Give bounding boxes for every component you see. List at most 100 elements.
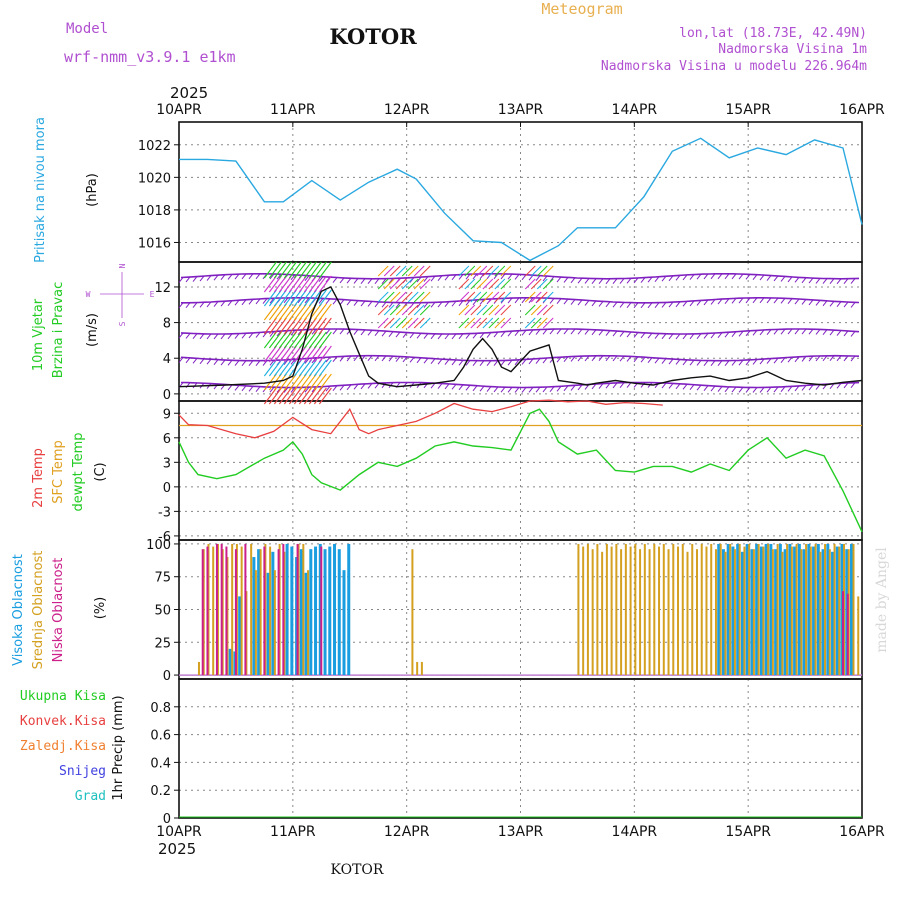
wind-barb xyxy=(563,298,569,305)
wind-barb xyxy=(773,275,779,282)
wind-barb xyxy=(255,332,261,338)
wind-barb xyxy=(528,274,534,281)
wind-barb xyxy=(213,333,219,340)
wind-barb xyxy=(227,300,233,307)
wind-gust-barb xyxy=(494,317,506,329)
wind-barb xyxy=(451,274,457,281)
credit-text: made by Angel xyxy=(874,547,890,653)
wind-barb xyxy=(388,302,394,308)
cloud-bar xyxy=(629,546,632,676)
wind-barb xyxy=(766,297,772,304)
compass-s: S xyxy=(118,321,127,326)
wind-barb xyxy=(451,384,457,390)
wind-gust-barb xyxy=(470,265,482,277)
cloud-bar xyxy=(838,546,841,676)
cloud-bar xyxy=(809,546,812,676)
wind-gust-barb xyxy=(308,275,322,293)
wind-barb xyxy=(696,360,702,366)
wind-gust-barb xyxy=(318,275,332,293)
wind-gust-barb xyxy=(268,275,282,293)
wind-barb xyxy=(563,385,569,392)
wind-barb xyxy=(465,333,471,339)
wind-barb xyxy=(528,297,534,304)
wind-compass: N W E S xyxy=(86,263,155,326)
wind-barb xyxy=(178,277,184,283)
wind-barb xyxy=(290,359,296,365)
wind-gust-barb xyxy=(488,278,500,290)
wind-barb xyxy=(521,359,527,365)
cloud-bar xyxy=(342,570,346,676)
x-tick-label-top: 12APR xyxy=(384,102,430,118)
cloud-bar xyxy=(667,549,670,676)
wind-barb xyxy=(829,329,835,336)
cloud-bar xyxy=(304,572,308,676)
wind-barb xyxy=(360,300,366,307)
wind-barb xyxy=(325,385,331,392)
wind-barb xyxy=(752,330,758,336)
wind-barb xyxy=(479,273,485,280)
wind-gust-barb xyxy=(293,303,307,321)
wind-barb xyxy=(626,356,632,362)
wind-barb xyxy=(290,274,296,281)
wind-barb xyxy=(423,276,429,282)
wind-gust-barb xyxy=(389,291,401,303)
wind-barb xyxy=(843,301,849,308)
wind-barb xyxy=(353,329,359,335)
wind-gust-barb xyxy=(308,317,322,335)
wind-barb xyxy=(850,382,856,389)
wind-barb xyxy=(500,360,506,366)
wind-gust-barb xyxy=(288,373,302,391)
wind-barb xyxy=(241,360,247,366)
wind-gust-barb xyxy=(419,265,431,277)
y-tick-label: 0.2 xyxy=(150,784,171,799)
wind-gust-barb xyxy=(298,303,312,321)
wind-gust-barb xyxy=(494,265,506,277)
wind-barb xyxy=(206,301,212,308)
pressure-line xyxy=(179,137,863,262)
wind-barb xyxy=(710,385,716,392)
wind-barb xyxy=(815,278,821,284)
wind-gust-barb xyxy=(389,278,401,290)
wind-barb xyxy=(241,299,247,306)
cloud-bar xyxy=(215,543,218,676)
cloud-bar xyxy=(812,546,816,676)
lonlat-label: lon,lat (18.73E, 42.49N) xyxy=(679,26,867,41)
wind-barb xyxy=(381,355,387,362)
elevation-label: Nadmorska Visina 1m xyxy=(718,42,867,57)
wind-barb xyxy=(598,329,604,336)
wind-barb xyxy=(514,387,520,393)
cloud-bar xyxy=(220,543,223,676)
cloud-bar xyxy=(738,543,741,676)
wind-barb xyxy=(794,328,800,335)
wind-gust-barb xyxy=(318,345,332,363)
wind-barb xyxy=(675,274,681,281)
wind-barb xyxy=(507,330,513,337)
wind-barb xyxy=(528,387,534,393)
wind-barb xyxy=(738,273,744,280)
wind-barb xyxy=(542,275,548,282)
wind-barb xyxy=(745,297,751,304)
wind-barb xyxy=(430,302,436,308)
wind-gust-barb xyxy=(283,331,297,349)
wind-barb xyxy=(318,298,324,304)
wind-gust-barb xyxy=(293,275,307,293)
wind-barb xyxy=(500,331,506,337)
wind-barb xyxy=(374,330,380,337)
wind-gust-barb xyxy=(273,345,287,363)
cloud-bar xyxy=(314,546,318,676)
wind-barb xyxy=(192,333,198,339)
wind-barb xyxy=(787,298,793,304)
wind-barb xyxy=(332,385,338,392)
wind-gust-barb xyxy=(464,304,476,316)
cloud-bar xyxy=(850,543,854,676)
cloud-bar xyxy=(662,543,665,676)
wind-gust-barb xyxy=(308,289,322,307)
cloud-bar xyxy=(277,549,280,676)
wind-gust-barb xyxy=(318,261,332,279)
wind-gust-barb xyxy=(298,387,312,405)
wind-gust-barb xyxy=(263,317,277,335)
wind-barb xyxy=(612,355,618,362)
wind-barb-row xyxy=(180,381,860,389)
wind-gust-barb xyxy=(476,304,488,316)
